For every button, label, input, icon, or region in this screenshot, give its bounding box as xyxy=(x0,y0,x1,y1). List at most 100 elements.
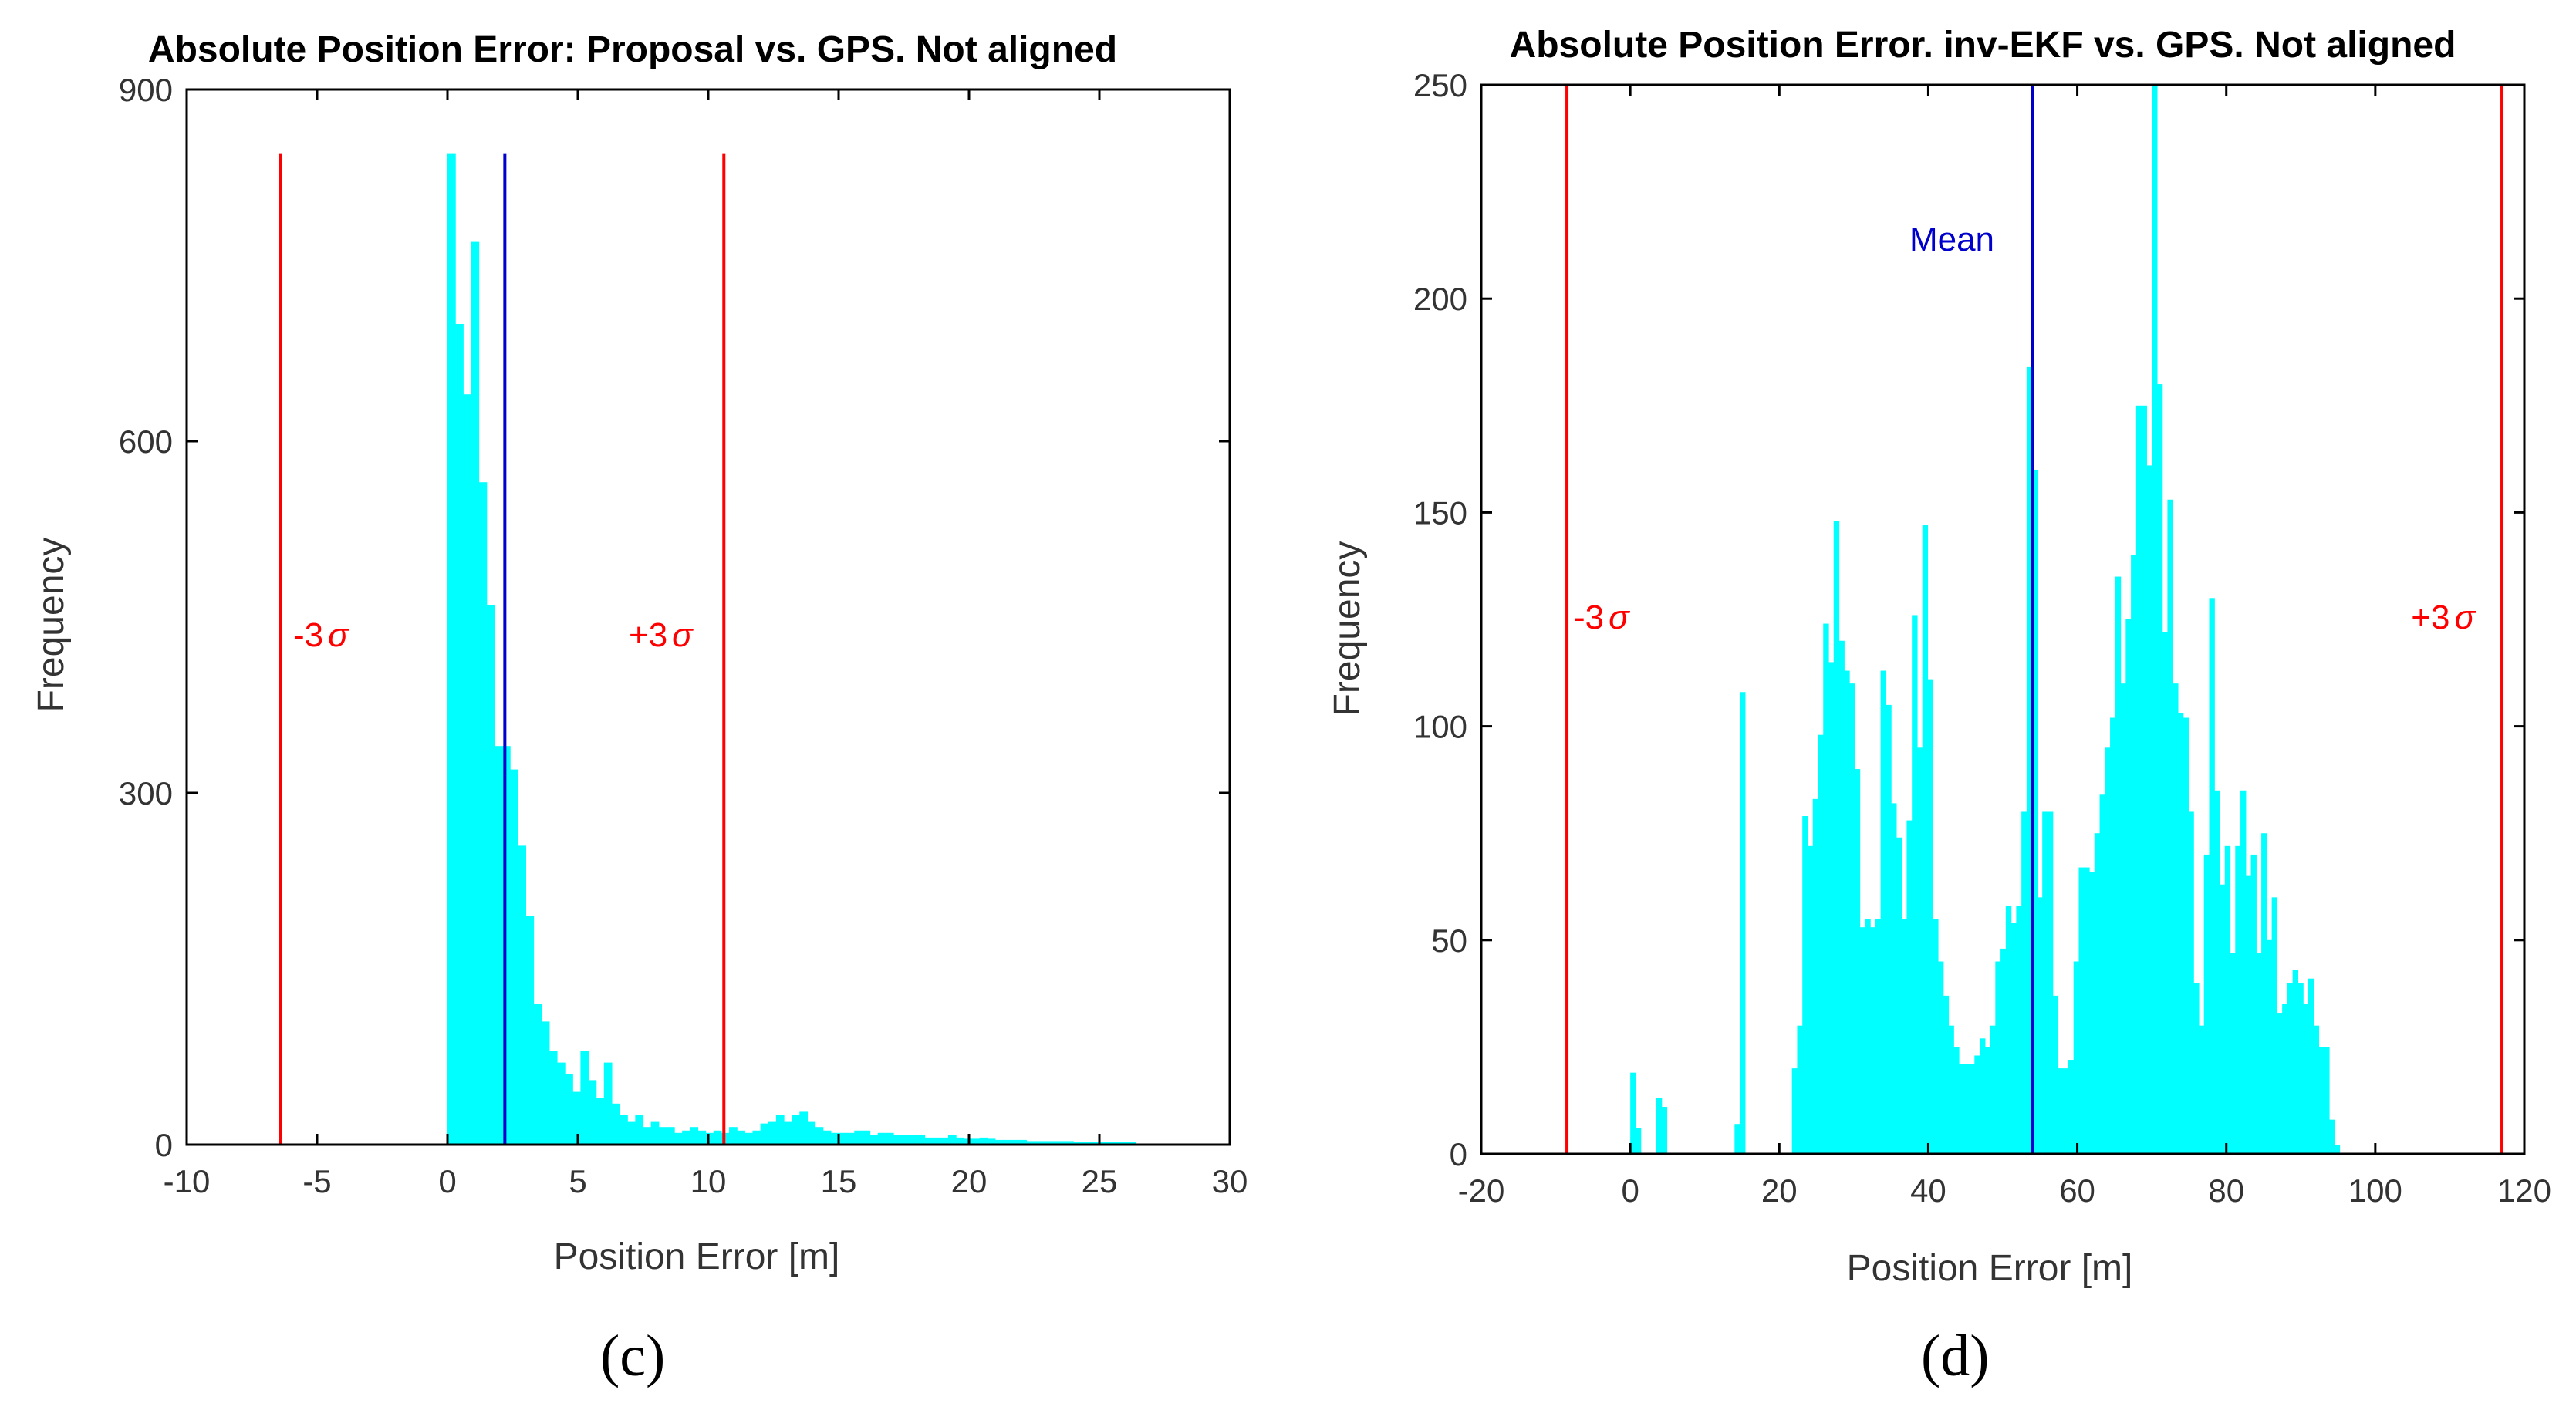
panel-d-title: Absolute Position Error. inv-EKF vs. GPS… xyxy=(1510,25,2456,66)
d-histogram-bar xyxy=(2068,1060,2075,1154)
d-histogram-bar xyxy=(2156,384,2163,1155)
c-y-tick-label: 0 xyxy=(155,1127,173,1163)
d-histogram-bar xyxy=(2334,1145,2341,1154)
c-x-tick-label: 20 xyxy=(951,1163,988,1199)
c-histogram-bar xyxy=(956,1137,964,1145)
c-histogram-bar xyxy=(1065,1141,1074,1145)
c-histogram-bar xyxy=(549,1051,558,1145)
c-x-tick-label: 25 xyxy=(1082,1163,1118,1199)
c-histogram-bar xyxy=(1057,1141,1066,1145)
d-histogram-bar xyxy=(2214,790,2220,1154)
c-histogram-bar xyxy=(729,1127,738,1145)
c-histogram-bar xyxy=(1104,1142,1113,1145)
c-histogram-bar xyxy=(869,1135,879,1145)
panel-d-vlines: -3 σ Mean +3 σ xyxy=(1565,85,2504,1154)
c-histogram-bar xyxy=(525,916,535,1145)
c-histogram-bar xyxy=(705,1132,714,1145)
d-histogram-bar xyxy=(2287,983,2294,1154)
d-histogram-bar xyxy=(2078,867,2085,1154)
c-histogram-bar xyxy=(713,1130,722,1145)
d-histogram-bar xyxy=(1948,1025,1954,1154)
d-histogram-bar xyxy=(2266,939,2273,1154)
d-histogram-bar xyxy=(2047,811,2054,1154)
d-histogram-bar xyxy=(2256,953,2262,1154)
d-histogram-bar xyxy=(2026,366,2033,1154)
d-histogram-bar xyxy=(2084,867,2090,1154)
d-histogram-bar xyxy=(1916,747,1923,1154)
c-histogram-bar xyxy=(971,1138,981,1145)
c-histogram-bar xyxy=(893,1135,902,1145)
c-histogram-bar xyxy=(862,1130,871,1145)
d-histogram-bar xyxy=(1974,1055,1980,1154)
c-histogram-bar xyxy=(565,1074,573,1145)
c-histogram-bar xyxy=(588,1080,597,1145)
c-x-tick-label: -10 xyxy=(164,1163,211,1199)
d-histogram-bar xyxy=(2297,983,2304,1154)
c-histogram-bar xyxy=(1042,1141,1051,1145)
c-histogram-bar xyxy=(839,1132,847,1145)
panel-c: Absolute Position Error: Proposal vs. GP… xyxy=(31,29,1247,1277)
d-histogram-bar xyxy=(2010,923,2017,1154)
d-histogram-bar xyxy=(1943,995,1950,1154)
c-histogram-bar xyxy=(760,1123,769,1145)
c-histogram-bar xyxy=(1120,1142,1129,1145)
c-histogram-bar xyxy=(627,1121,636,1145)
d-histogram-bar xyxy=(1797,1025,1803,1154)
c-histogram-bar xyxy=(854,1130,863,1145)
d-histogram-bar xyxy=(2188,811,2194,1154)
d-histogram-bar xyxy=(1740,692,1746,1154)
c-histogram-bar xyxy=(830,1132,839,1145)
panel-c-y-axis-label: Frequency xyxy=(31,538,72,713)
d-histogram-bar xyxy=(1812,798,1819,1154)
c-histogram-bar xyxy=(447,153,456,1145)
d-histogram-bar xyxy=(1802,816,1808,1154)
d-histogram-bar xyxy=(1891,803,1897,1154)
c-histogram-bar xyxy=(478,482,488,1145)
c-histogram-bar xyxy=(1128,1142,1136,1145)
d-histogram-bar xyxy=(1849,683,1855,1154)
d-histogram-bar xyxy=(1886,704,1892,1154)
c-histogram-bar xyxy=(775,1115,785,1145)
c-histogram-bar xyxy=(518,845,526,1145)
d-histogram-bar xyxy=(1844,670,1850,1154)
d-y-tick-label: 100 xyxy=(1413,709,1467,745)
d-histogram-bar xyxy=(2058,1068,2064,1154)
c-vline-label--3sigma: -3 σ xyxy=(293,616,349,654)
c-histogram-bar xyxy=(697,1130,707,1145)
d-histogram-bar xyxy=(2183,717,2189,1154)
d-histogram-bar xyxy=(2203,854,2210,1154)
d-histogram-bar xyxy=(2152,85,2158,1154)
d-histogram-bar xyxy=(2277,1013,2283,1154)
d-histogram-bar xyxy=(2115,576,2122,1154)
d-histogram-bar xyxy=(1896,837,1902,1154)
d-histogram-bar xyxy=(1912,615,1918,1154)
d-x-tick-label: 100 xyxy=(2348,1172,2402,1209)
d-histogram-bar xyxy=(2193,983,2200,1154)
d-histogram-bar xyxy=(2037,897,2043,1154)
d-histogram-bar xyxy=(2271,897,2277,1154)
d-histogram-bar xyxy=(1880,670,1886,1154)
d-histogram-bar xyxy=(2173,683,2179,1154)
d-histogram-bar xyxy=(1838,640,1845,1154)
d-histogram-bar xyxy=(1980,1038,1986,1154)
c-x-tick-label: 15 xyxy=(821,1163,857,1199)
d-histogram-bar xyxy=(1933,919,1939,1154)
d-histogram-bar xyxy=(1791,1068,1798,1154)
d-histogram-bar xyxy=(2005,906,2012,1154)
c-histogram-bar xyxy=(737,1130,745,1145)
c-histogram-bar xyxy=(917,1135,926,1145)
c-histogram-bar xyxy=(463,394,472,1145)
c-histogram-bar xyxy=(947,1135,957,1145)
d-histogram-bar xyxy=(1963,1064,1970,1154)
d-y-tick-label: 250 xyxy=(1413,67,1467,103)
d-histogram-bar xyxy=(2292,970,2299,1154)
c-histogram-bar xyxy=(744,1132,754,1145)
c-histogram-bar xyxy=(987,1138,996,1145)
c-histogram-bar xyxy=(682,1130,690,1145)
d-histogram-bar xyxy=(2099,794,2105,1154)
c-histogram-bar xyxy=(1018,1139,1027,1145)
c-histogram-bar xyxy=(486,605,495,1145)
d-histogram-bar xyxy=(2282,1004,2288,1154)
d-histogram-bar xyxy=(1870,927,1876,1154)
d-vline-label-mean: Mean xyxy=(1909,221,1994,258)
